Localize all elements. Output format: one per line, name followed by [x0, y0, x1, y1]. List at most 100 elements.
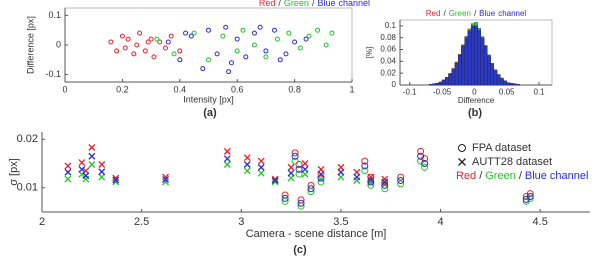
circle-marker	[397, 173, 405, 181]
histogram-bar	[474, 25, 478, 86]
histogram-bar	[516, 84, 520, 86]
histogram-bar	[438, 81, 443, 86]
legend-marker	[458, 158, 466, 166]
x-marker	[78, 159, 86, 167]
circle-marker	[263, 54, 269, 60]
circle-marker	[228, 60, 234, 66]
circle-marker	[177, 48, 183, 54]
histogram-bar	[435, 83, 439, 86]
circle-marker	[206, 27, 211, 33]
x-marker	[112, 178, 120, 186]
x-marker	[88, 161, 96, 168]
histogram-bar	[432, 83, 436, 86]
channel-legend: Red / Green / Blue channel	[259, 0, 370, 8]
x-marker	[287, 163, 295, 171]
circle-marker	[323, 42, 329, 48]
histogram-bar	[461, 45, 465, 86]
x-tick-label: 0.8	[288, 84, 301, 94]
y-tick-label: 0.1	[48, 10, 61, 20]
x-tick-label: 2	[39, 216, 45, 228]
x-tick-label: 0.4	[174, 84, 187, 94]
legend-suffix: channel	[550, 170, 589, 182]
circle-marker	[188, 33, 194, 39]
x-marker	[88, 144, 96, 151]
circle-marker	[307, 188, 315, 196]
circle-marker	[297, 202, 305, 210]
circle-marker	[381, 178, 389, 186]
circle-marker	[151, 54, 157, 60]
histogram-bar	[470, 25, 475, 86]
x-marker	[271, 175, 279, 183]
circle-marker	[295, 160, 303, 168]
y-tick-label: 0.1	[385, 21, 397, 30]
circle-marker	[421, 163, 429, 171]
circle-marker	[286, 30, 292, 36]
x-tick-label: 4.5	[533, 216, 548, 228]
legend-separator: /	[474, 9, 477, 18]
circle-marker	[367, 178, 375, 186]
x-marker	[301, 165, 309, 173]
histogram-bar	[477, 29, 482, 86]
y-tick-label: 0.02	[380, 68, 396, 77]
circle-marker	[367, 173, 375, 181]
circle-marker	[263, 48, 269, 54]
channel-legend: Red / Green / Blue channel	[426, 9, 527, 18]
circle-marker	[157, 39, 163, 45]
x-marker	[64, 168, 72, 176]
legend-entry: AUTT28 dataset	[472, 156, 552, 168]
histogram-bar	[487, 55, 491, 86]
circle-marker	[183, 30, 189, 36]
circle-marker	[122, 45, 128, 51]
circle-marker	[295, 165, 303, 173]
legend-separator: /	[278, 0, 281, 8]
circle-marker	[168, 33, 174, 39]
x-marker	[257, 169, 265, 177]
circle-marker	[108, 39, 114, 45]
circle-marker	[234, 36, 240, 42]
circle-marker	[251, 30, 257, 36]
x-marker	[243, 154, 251, 162]
x-marker	[112, 176, 120, 184]
histogram-bar	[480, 37, 485, 86]
circle-marker	[200, 66, 206, 72]
circle-marker	[223, 24, 229, 30]
y-axis-label: σ [px]	[8, 158, 20, 186]
circle-marker	[154, 36, 160, 42]
circle-marker	[214, 51, 220, 57]
circle-marker	[283, 51, 289, 57]
x-marker	[257, 157, 265, 165]
x-tick-label: 1	[349, 84, 354, 94]
circle-marker	[526, 190, 534, 198]
legend-marker	[458, 144, 466, 152]
circle-marker	[397, 176, 405, 184]
x-marker	[271, 177, 279, 184]
legend-separator: /	[443, 9, 446, 18]
circle-marker	[317, 178, 325, 186]
x-tick-label: 3.5	[333, 216, 348, 228]
y-tick-label: -0.1	[45, 69, 61, 79]
x-marker	[162, 176, 170, 183]
x-marker	[301, 160, 309, 167]
panel-label: (c)	[293, 244, 307, 256]
legend-entry: Blue	[525, 170, 547, 182]
circle-marker	[307, 185, 315, 193]
histogram-bar	[509, 83, 514, 86]
circle-marker	[137, 30, 143, 36]
x-tick-label: 0	[472, 87, 477, 96]
x-marker	[243, 161, 251, 168]
circle-marker	[134, 42, 140, 48]
circle-marker	[381, 181, 389, 189]
circle-marker	[526, 194, 534, 202]
y-tick-label: 0.04	[380, 56, 396, 65]
x-marker	[98, 168, 106, 176]
circle-marker	[125, 36, 131, 42]
circle-marker	[295, 170, 303, 178]
legend-suffix: channel	[498, 9, 526, 18]
x-marker	[223, 155, 231, 163]
circle-marker	[145, 39, 151, 45]
x-tick-label: 4	[437, 216, 443, 228]
histogram-bar	[451, 69, 456, 86]
x-marker	[64, 162, 72, 170]
circle-marker	[165, 39, 171, 45]
circle-marker	[297, 45, 303, 51]
